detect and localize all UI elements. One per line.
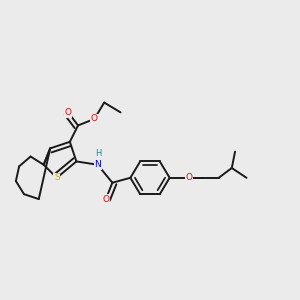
Text: O: O (65, 108, 72, 117)
Text: O: O (186, 173, 193, 182)
Text: S: S (54, 173, 60, 182)
Text: O: O (102, 195, 109, 204)
Text: H: H (95, 149, 102, 158)
Text: N: N (94, 160, 101, 169)
Text: O: O (91, 114, 98, 123)
